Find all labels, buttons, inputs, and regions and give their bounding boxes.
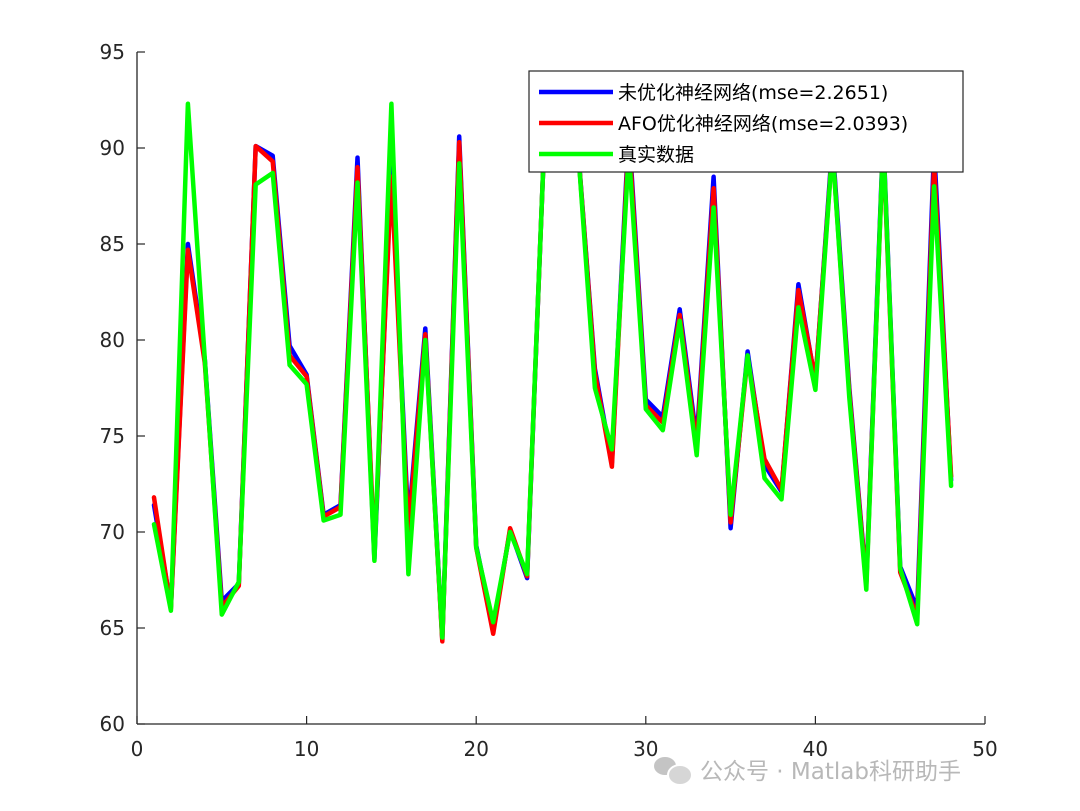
x-tick-label: 40 — [803, 737, 828, 761]
watermark-text: 公众号 · Matlab科研助手 — [700, 759, 961, 785]
x-tick-label: 20 — [463, 737, 488, 761]
x-tick-label: 50 — [972, 737, 997, 761]
legend-label-3: 真实数据 — [618, 144, 694, 166]
legend-label-2: AFO优化神经网络(mse=2.0393) — [618, 113, 908, 135]
y-tick-label: 60 — [100, 712, 125, 736]
series-layer — [151, 88, 954, 644]
x-tick-label: 10 — [294, 737, 319, 761]
y-tick-label: 75 — [100, 424, 125, 448]
y-tick-label: 80 — [100, 328, 125, 352]
y-tick-label: 65 — [100, 616, 125, 640]
axes: 0 10 20 30 40 50 60 65 70 75 80 85 90 95 — [100, 40, 998, 761]
legend: 未优化神经网络(mse=2.2651) AFO优化神经网络(mse=2.0393)… — [528, 70, 964, 173]
x-tick-label: 0 — [131, 737, 144, 761]
y-tick-label: 90 — [100, 136, 125, 160]
watermark: 公众号 · Matlab科研助手 — [652, 752, 961, 786]
x-tick-label: 30 — [633, 737, 658, 761]
y-tick-label: 95 — [100, 40, 125, 64]
wechat-icon — [652, 754, 693, 786]
legend-label-1: 未优化神经网络(mse=2.2651) — [618, 82, 888, 104]
y-tick-label: 85 — [100, 232, 125, 256]
y-tick-label: 70 — [100, 520, 125, 544]
